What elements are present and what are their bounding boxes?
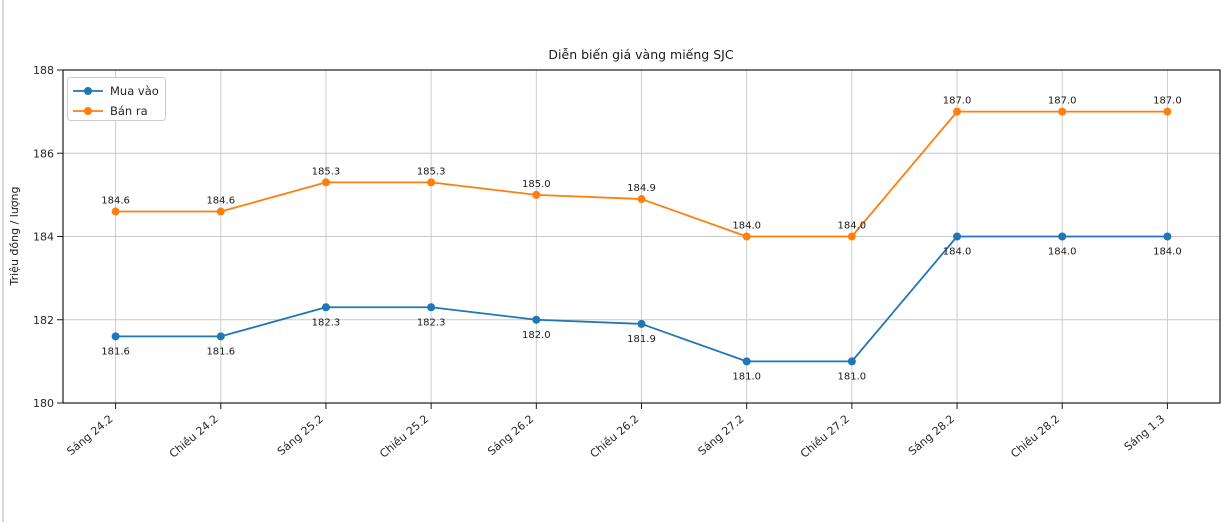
point-value-label: 181.6 bbox=[101, 346, 130, 357]
data-point-1 bbox=[532, 190, 541, 199]
data-point-1 bbox=[216, 207, 225, 216]
data-point-1 bbox=[953, 107, 962, 116]
data-point-0 bbox=[637, 319, 646, 328]
point-value-label: 182.3 bbox=[312, 317, 341, 328]
point-value-label: 181.0 bbox=[732, 371, 761, 382]
x-tick-label: Chiều 24.2 bbox=[167, 412, 221, 460]
x-tick-label: Chiều 25.2 bbox=[377, 412, 431, 460]
data-point-0 bbox=[427, 303, 436, 312]
point-value-label: 184.0 bbox=[1153, 247, 1182, 258]
data-point-1 bbox=[637, 195, 646, 204]
point-value-label: 182.3 bbox=[417, 317, 446, 328]
data-point-0 bbox=[321, 303, 330, 312]
y-tick-label: 182 bbox=[33, 314, 54, 327]
data-point-0 bbox=[1058, 232, 1067, 241]
legend: Mua vào Bán ra bbox=[67, 77, 166, 121]
data-point-0 bbox=[111, 332, 120, 341]
data-point-1 bbox=[1058, 107, 1067, 116]
point-value-label: 185.0 bbox=[522, 179, 551, 190]
point-value-label: 187.0 bbox=[943, 96, 972, 107]
x-tick-label: Sáng 28.2 bbox=[906, 412, 957, 458]
point-value-label: 187.0 bbox=[1048, 96, 1077, 107]
point-value-label: 187.0 bbox=[1153, 96, 1182, 107]
point-value-label: 184.0 bbox=[943, 247, 972, 258]
legend-entry-ban-ra: Bán ra bbox=[73, 104, 148, 118]
point-value-label: 182.0 bbox=[522, 330, 551, 341]
legend-marker bbox=[84, 87, 92, 95]
point-value-label: 185.3 bbox=[312, 166, 341, 177]
x-tick-label: Sáng 24.2 bbox=[65, 412, 116, 458]
data-point-1 bbox=[427, 178, 436, 187]
point-value-label: 185.3 bbox=[417, 166, 446, 177]
x-tick-label: Sáng 27.2 bbox=[696, 412, 747, 458]
x-tick-label: Chiều 28.2 bbox=[1008, 412, 1062, 460]
point-value-label: 181.9 bbox=[627, 334, 656, 345]
x-tick-label: Sáng 1.3 bbox=[1122, 412, 1168, 453]
point-value-label: 184.0 bbox=[1048, 247, 1077, 258]
legend-label-mua-vao: Mua vào bbox=[110, 84, 159, 98]
point-value-label: 184.0 bbox=[838, 221, 867, 232]
x-tick-label: Chiều 27.2 bbox=[798, 412, 852, 460]
data-point-1 bbox=[1163, 107, 1172, 116]
data-point-0 bbox=[216, 332, 225, 341]
y-tick-label: 186 bbox=[33, 147, 54, 160]
x-tick-label: Sáng 26.2 bbox=[485, 412, 536, 458]
data-point-0 bbox=[953, 232, 962, 241]
data-point-0 bbox=[1163, 232, 1172, 241]
point-value-label: 184.6 bbox=[206, 196, 235, 207]
point-value-label: 181.0 bbox=[838, 371, 867, 382]
data-point-1 bbox=[111, 207, 120, 216]
point-value-label: 184.0 bbox=[732, 221, 761, 232]
x-tick-label: Sáng 25.2 bbox=[275, 412, 326, 458]
y-tick-label: 180 bbox=[33, 397, 54, 410]
data-point-0 bbox=[847, 357, 856, 366]
data-point-1 bbox=[847, 232, 856, 241]
data-point-0 bbox=[742, 357, 751, 366]
legend-label-ban-ra: Bán ra bbox=[110, 104, 148, 118]
x-tick-label: Chiều 26.2 bbox=[588, 412, 642, 460]
window-left-border bbox=[2, 0, 4, 522]
legend-marker bbox=[84, 107, 92, 115]
data-point-1 bbox=[742, 232, 751, 241]
point-value-label: 181.6 bbox=[206, 346, 235, 357]
legend-box bbox=[67, 77, 166, 121]
point-value-label: 184.9 bbox=[627, 183, 656, 194]
data-point-0 bbox=[532, 315, 541, 324]
chart-title: Diễn biến giá vàng miếng SJC bbox=[548, 47, 733, 62]
series-layer bbox=[111, 107, 1172, 366]
ticks-layer: 180 182 184 186 188 Sáng 24.2 Chiều 24.2 Sáng 2… bbox=[33, 64, 1182, 461]
y-tick-label: 184 bbox=[33, 231, 54, 244]
point-value-label: 184.6 bbox=[101, 196, 130, 207]
data-point-1 bbox=[321, 178, 330, 187]
y-axis-label: Triệu đồng / lượng bbox=[8, 187, 21, 287]
y-tick-label: 188 bbox=[33, 64, 54, 77]
legend-entry-mua-vao: Mua vào bbox=[73, 84, 159, 98]
